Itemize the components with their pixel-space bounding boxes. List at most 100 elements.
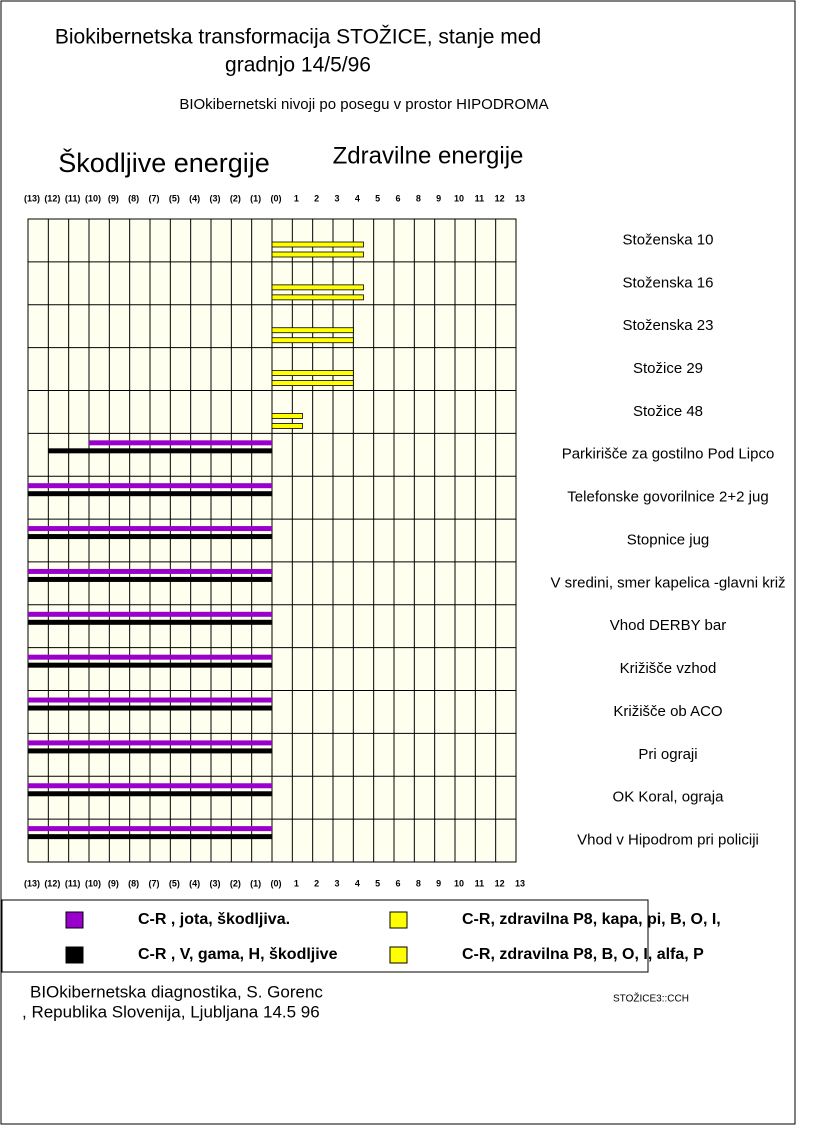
legend-label: C-R , V, gama, H, škodljive xyxy=(138,946,338,963)
x-tick-label: (11) xyxy=(65,878,81,888)
bar xyxy=(28,483,272,489)
x-tick-label: (3) xyxy=(210,878,221,888)
bar xyxy=(271,251,364,258)
legend-swatch xyxy=(65,911,84,929)
bar xyxy=(271,380,354,387)
x-tick-label: 8 xyxy=(416,878,421,888)
bar xyxy=(271,413,303,419)
x-tick-label: 10 xyxy=(454,193,464,203)
category-label: Stoženska 10 xyxy=(623,231,714,248)
x-tick-label: 2 xyxy=(314,193,319,203)
page-border xyxy=(0,0,796,1125)
legend-label: C-R, zdravilna P8, kapa, pi, B, O, I, xyxy=(462,911,721,928)
bar xyxy=(271,284,364,291)
bar xyxy=(28,534,272,540)
bar xyxy=(28,705,272,711)
x-tick-label: 12 xyxy=(495,193,505,203)
file-label: STOŽICE3::CCH xyxy=(613,992,689,1005)
category-label: Stoženska 16 xyxy=(623,274,714,291)
bar xyxy=(28,791,272,797)
footer-line: , Republika Slovenija, Ljubljana 14.5 96 xyxy=(22,1002,320,1021)
x-tick-label: (12) xyxy=(44,193,60,203)
x-tick-label: (1) xyxy=(250,193,261,203)
x-tick-label: (7) xyxy=(149,193,160,203)
x-tick-label: 12 xyxy=(495,878,505,888)
bar xyxy=(271,327,354,334)
legend-swatch xyxy=(389,946,408,964)
x-tick-label: (8) xyxy=(128,878,139,888)
x-tick-label: 11 xyxy=(475,878,485,888)
legend-label: C-R, zdravilna P8, B, O, I, alfa, P xyxy=(462,946,704,963)
x-tick-label: (2) xyxy=(230,878,241,888)
x-tick-label: 4 xyxy=(355,193,360,203)
x-tick-label: (11) xyxy=(65,193,81,203)
bar xyxy=(28,526,272,532)
x-tick-label: (3) xyxy=(210,193,221,203)
category-label: Križišče vzhod xyxy=(620,660,717,677)
x-tick-label: 9 xyxy=(436,878,441,888)
x-tick-label: 8 xyxy=(416,193,421,203)
category-label: Križišče ob ACO xyxy=(613,703,722,720)
x-tick-label: (8) xyxy=(128,193,139,203)
category-label: Vhod DERBY bar xyxy=(610,617,726,634)
subtitle: BIOkibernetski nivoji po posegu v prosto… xyxy=(179,96,548,113)
x-tick-label: 1 xyxy=(294,193,299,203)
x-tick-label: (12) xyxy=(44,878,60,888)
x-tick-label: 2 xyxy=(314,878,319,888)
bar xyxy=(89,440,272,446)
x-tick-label: 13 xyxy=(515,193,525,203)
category-label: Stopnice jug xyxy=(627,531,710,548)
title-line: gradnjo 14/5/96 xyxy=(225,54,371,77)
category-label: Stožice 29 xyxy=(633,360,703,377)
x-tick-label: (9) xyxy=(108,878,119,888)
bar xyxy=(271,241,364,248)
bar xyxy=(28,783,272,789)
bar xyxy=(271,294,364,301)
bar xyxy=(28,748,272,754)
bar xyxy=(271,423,303,429)
x-tick-label: 1 xyxy=(294,878,299,888)
x-tick-label: (0) xyxy=(271,878,282,888)
x-tick-label: 9 xyxy=(436,193,441,203)
bar xyxy=(271,337,354,344)
x-tick-label: (7) xyxy=(149,878,160,888)
legend-swatch xyxy=(65,946,84,964)
x-tick-label: (5) xyxy=(169,193,180,203)
title-line: Biokibernetska transformacija STOŽICE, s… xyxy=(55,26,541,49)
category-label: Vhod v Hipodrom pri policiji xyxy=(577,832,759,849)
x-tick-label: (2) xyxy=(230,193,241,203)
x-tick-label: (10) xyxy=(85,193,101,203)
x-tick-label: 3 xyxy=(334,193,339,203)
x-tick-label: (10) xyxy=(85,878,101,888)
bar xyxy=(28,740,272,746)
x-tick-label: 10 xyxy=(454,878,464,888)
category-label: Telefonske govorilnice 2+2 jug xyxy=(567,489,768,506)
right-heading: Zdravilne energije xyxy=(333,142,524,169)
bar xyxy=(28,491,272,497)
category-label: OK Koral, ograja xyxy=(613,789,725,806)
category-label: Pri ograji xyxy=(638,746,697,763)
x-tick-label: (5) xyxy=(169,878,180,888)
legend-box xyxy=(1,899,649,973)
x-tick-label: (1) xyxy=(250,878,261,888)
x-tick-label: (4) xyxy=(189,878,200,888)
category-label: V sredini, smer kapelica -glavni križ xyxy=(550,574,785,591)
x-tick-label: 11 xyxy=(475,193,485,203)
x-tick-label: (4) xyxy=(189,193,200,203)
bar xyxy=(28,568,272,574)
x-tick-label: 5 xyxy=(375,878,380,888)
bar xyxy=(28,619,272,625)
bar xyxy=(28,611,272,617)
bar xyxy=(28,662,272,668)
x-tick-label: (13) xyxy=(24,193,40,203)
category-label: Parkirišče za gostilno Pod Lipco xyxy=(562,446,775,463)
bar xyxy=(48,448,273,454)
category-label: Stožice 48 xyxy=(633,403,703,420)
bar xyxy=(28,697,272,703)
x-tick-label: (13) xyxy=(24,878,40,888)
x-tick-label: 4 xyxy=(355,878,360,888)
x-tick-label: 6 xyxy=(395,193,400,203)
x-tick-label: 6 xyxy=(395,878,400,888)
x-tick-label: 5 xyxy=(375,193,380,203)
